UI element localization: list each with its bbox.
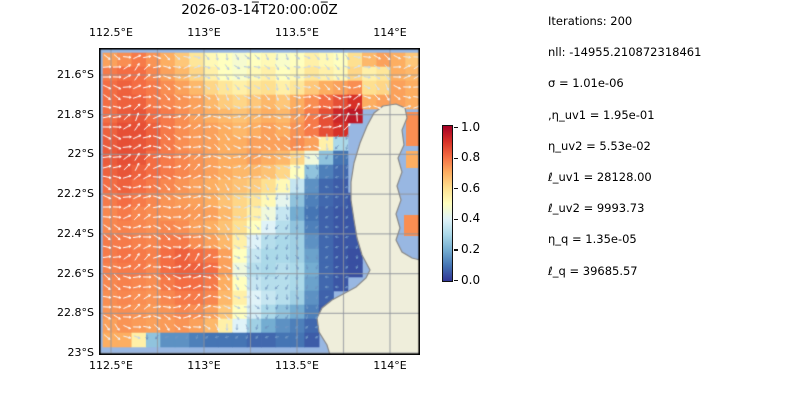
colorbar-tick-mark — [454, 280, 458, 282]
stat-line: η_q = 1.35e-05 — [548, 232, 637, 247]
y-tick-label: 21.8°S — [57, 107, 94, 121]
colorbar-tick-label: 0.6 — [461, 180, 481, 195]
y-tick-label: 22.4°S — [57, 226, 94, 240]
plot-title: 2026-03-14̅T20:00:00̅Z — [181, 2, 338, 18]
y-tick-label: 23°S — [67, 346, 94, 359]
y-tick-label: 22.6°S — [57, 266, 94, 280]
colorbar-tick-label: 0.8 — [461, 150, 481, 165]
colorbar-tick-label: 0.2 — [461, 241, 481, 256]
map-canvas — [99, 48, 420, 355]
x-tick-label-top: 113°E — [187, 26, 221, 39]
stat-line: ℓ_uv1 = 28128.00 — [548, 169, 652, 184]
x-tick-label-bottom: 114°E — [373, 359, 407, 372]
x-tick-label-bottom: 113.5°E — [275, 359, 319, 372]
x-tick-label-bottom: 112.5°E — [89, 359, 133, 372]
y-tick-label: 21.6°S — [57, 68, 94, 81]
x-tick-label-bottom: 113°E — [187, 359, 221, 372]
x-tick-label-top: 114°E — [373, 26, 407, 39]
stat-line: σ = 1.01e-06 — [548, 76, 624, 91]
stat-line: ℓ_uv2 = 9993.73 — [548, 201, 645, 216]
colorbar-tick-mark — [454, 157, 458, 159]
stat-line: ℓ_q = 39685.57 — [548, 263, 638, 278]
x-tick-label-top: 112.5°E — [89, 26, 133, 39]
map-plot-area — [99, 48, 420, 355]
stat-line: ,η_uv1 = 1.95e-01 — [548, 107, 655, 122]
colorbar-tick-mark — [454, 249, 458, 251]
stat-line: nll: -14955.210872318461 — [548, 45, 702, 60]
colorbar-tick-label: 1.0 — [461, 119, 481, 134]
stat-line: η_uv2 = 5.53e-02 — [548, 138, 651, 153]
y-tick-label: 22.2°S — [57, 187, 94, 201]
colorbar — [442, 125, 453, 282]
colorbar-tick-label: 0.0 — [461, 272, 481, 287]
colorbar-tick-mark — [454, 188, 458, 190]
colorbar-tick-label: 0.4 — [461, 211, 481, 226]
y-tick-label: 22°S — [67, 147, 94, 161]
stats-panel: Iterations: 200 nll: -14955.210872318461 σ… — [548, 14, 798, 295]
y-tick-label: 22.8°S — [57, 306, 94, 320]
colorbar-tick-mark — [454, 127, 458, 129]
x-tick-label-top: 113.5°E — [275, 26, 319, 39]
colorbar-tick-mark — [454, 218, 458, 221]
stat-line: Iterations: 200 — [548, 14, 633, 28]
